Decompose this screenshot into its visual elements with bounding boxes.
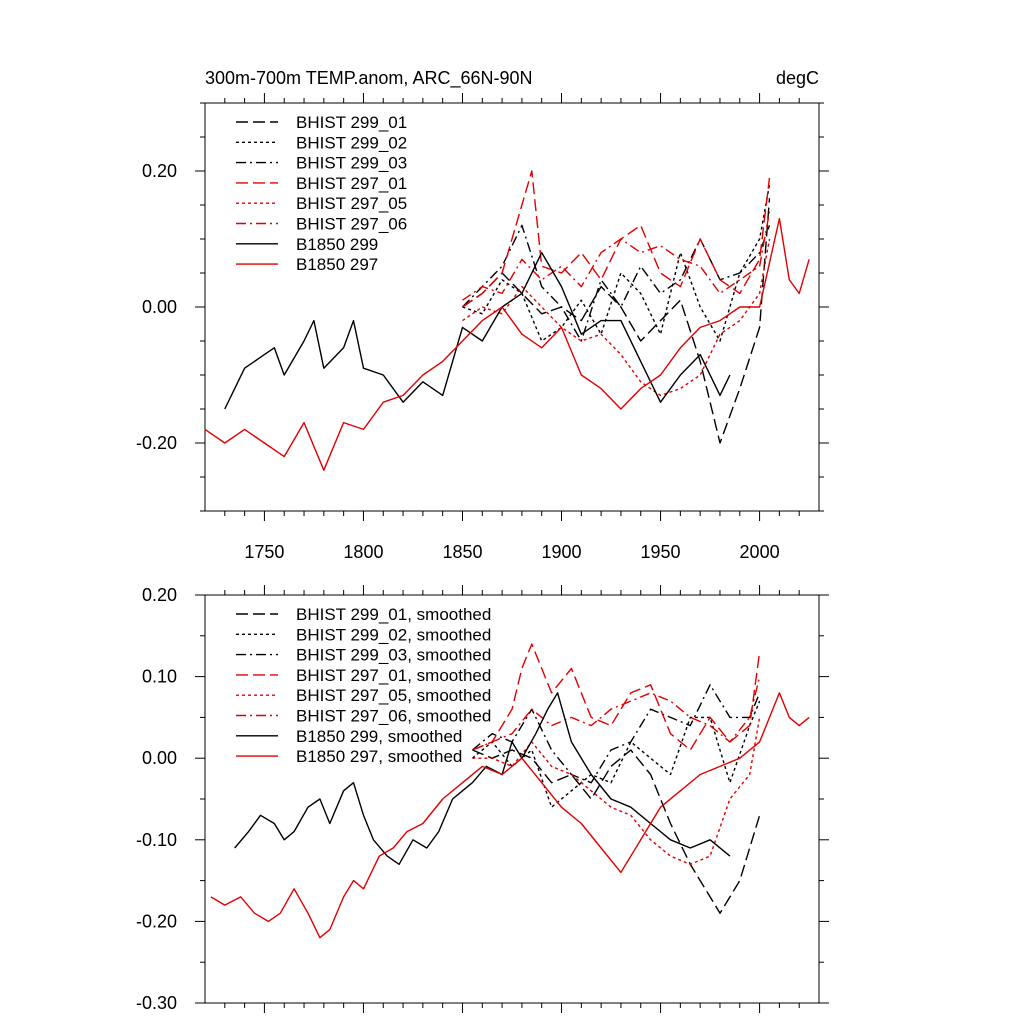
x-tick-labels: 1750 1800 1850 1900 1950 2000 (244, 542, 779, 562)
y-tick-label: 0.00 (142, 748, 177, 768)
legend-label: B1850 299, smoothed (296, 727, 462, 746)
series-group-top (204, 170, 810, 471)
chart-bottom: -0.30 -0.20 -0.10 0.00 0.10 0.20 BHIST 299_01… (136, 585, 829, 1013)
series-line (472, 643, 761, 751)
series-line (472, 749, 761, 914)
y-tick-label: -0.30 (136, 993, 177, 1013)
series-line (471, 684, 761, 784)
series-line (204, 217, 810, 471)
y-tick-label: -0.10 (136, 830, 177, 850)
x-tick-label: 1900 (541, 542, 581, 562)
x-tick-label: 1800 (343, 542, 383, 562)
legend-label: BHIST 299_03, smoothed (296, 646, 491, 665)
y-tick-labels-top: -0.20 0.00 0.20 (136, 161, 177, 453)
series-line (471, 700, 761, 808)
legend-label: B1850 297 (296, 255, 378, 274)
y-tick-labels-bottom: -0.30 -0.20 -0.10 0.00 0.10 0.20 (136, 585, 177, 1013)
series-line (462, 170, 771, 308)
legend-label: BHIST 297_05 (296, 194, 407, 213)
series-line (472, 717, 761, 865)
legend-label: BHIST 299_01 (296, 113, 407, 132)
x-tick-label: 1950 (641, 542, 681, 562)
y-tick-label: -0.20 (136, 433, 177, 453)
series-line (462, 238, 771, 397)
series-group-bottom (210, 643, 810, 939)
legend-label: BHIST 297_05, smoothed (296, 686, 491, 705)
ticks-bottom (195, 585, 829, 1013)
legend-label: B1850 299 (296, 235, 378, 254)
chart-top: 300m-700m TEMP.anom, ARC_66N-90N degC -0… (136, 68, 829, 562)
legend-label: BHIST 299_02, smoothed (296, 625, 491, 644)
series-line (234, 692, 731, 865)
legend-label: BHIST 299_02 (296, 133, 407, 152)
legend-label: BHIST 297_06, smoothed (296, 707, 491, 726)
legend-label: BHIST 299_01, smoothed (296, 605, 491, 624)
x-tick-label: 2000 (740, 542, 780, 562)
legend-label: BHIST 297_01, smoothed (296, 666, 491, 685)
chart-title: 300m-700m TEMP.anom, ARC_66N-90N (205, 68, 533, 89)
series-line (224, 251, 731, 410)
x-tick-label: 1750 (244, 542, 284, 562)
y-tick-label: 0.20 (142, 585, 177, 605)
legend-label: B1850 297, smoothed (296, 747, 462, 766)
y-tick-label: 0.00 (142, 297, 177, 317)
y-tick-label: 0.20 (142, 161, 177, 181)
legend-label: BHIST 297_01 (296, 174, 407, 193)
y-tick-label: 0.10 (142, 667, 177, 687)
legend-label: BHIST 299_03 (296, 154, 407, 173)
series-line (210, 692, 810, 939)
chart-units: degC (776, 68, 819, 88)
y-tick-label: -0.20 (136, 911, 177, 931)
series-line (462, 211, 771, 301)
legend-label: BHIST 297_06 (296, 215, 407, 234)
series-line (461, 224, 771, 342)
ticks-top (195, 93, 829, 521)
x-tick-label: 1850 (442, 542, 482, 562)
